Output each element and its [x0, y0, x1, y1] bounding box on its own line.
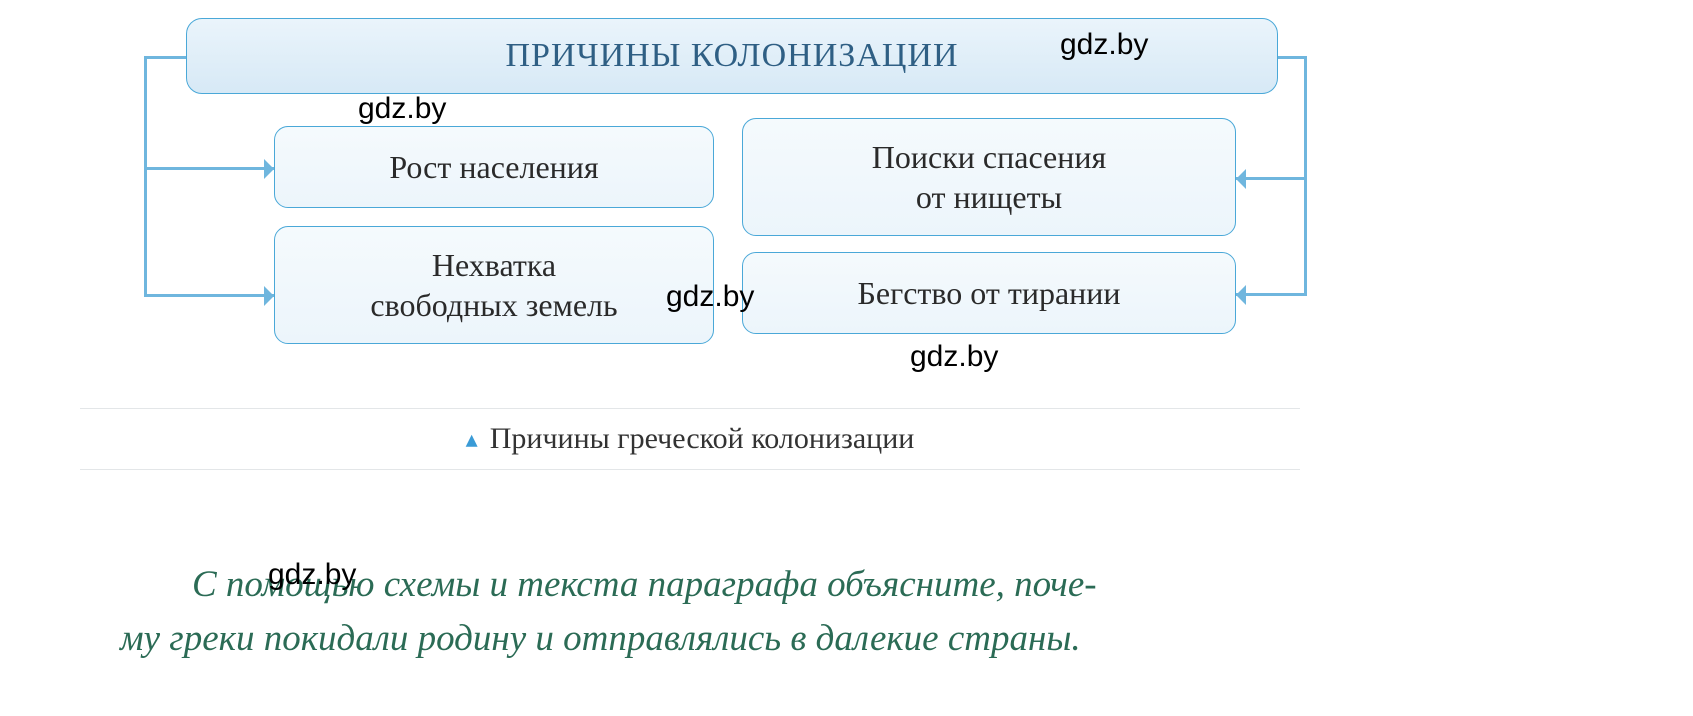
- watermark: gdz.by: [1060, 28, 1148, 62]
- arrowhead-icon: [264, 159, 274, 179]
- connector: [144, 56, 147, 297]
- connector: [1236, 177, 1304, 180]
- cause-box: Поиски спасения от нищеты: [742, 118, 1236, 236]
- task-line2: му греки покидали родину и отправлялись …: [120, 618, 1081, 659]
- watermark: gdz.by: [666, 280, 754, 314]
- task-line1: С помощью схемы и текста параграфа объяс…: [120, 564, 1097, 605]
- watermark: gdz.by: [910, 340, 998, 374]
- connector: [144, 56, 186, 59]
- figure-caption-row: ▴ Причины греческой колонизации: [80, 408, 1300, 470]
- figure-caption-text: Причины греческой колонизации: [490, 422, 915, 456]
- connector: [1278, 56, 1307, 59]
- connector: [1304, 56, 1307, 296]
- arrowhead-icon: [1236, 285, 1246, 305]
- cause-box: Рост населения: [274, 126, 714, 208]
- watermark: gdz.by: [268, 558, 356, 592]
- cause-line2: от нищеты: [916, 177, 1062, 217]
- connector: [144, 294, 274, 297]
- cause-line1: Нехватка: [432, 245, 556, 285]
- connector: [144, 167, 274, 170]
- watermark: gdz.by: [358, 92, 446, 126]
- cause-line2: свободных земель: [370, 285, 617, 325]
- cause-line1: Рост населения: [389, 147, 598, 187]
- cause-box: Нехватка свободных земель: [274, 226, 714, 344]
- caption-marker-icon: ▴: [466, 425, 478, 454]
- connector: [1236, 293, 1304, 296]
- diagram-title-text: ПРИЧИНЫ КОЛОНИЗАЦИИ: [505, 37, 958, 75]
- arrowhead-icon: [1236, 169, 1246, 189]
- cause-line1: Поиски спасения: [872, 137, 1106, 177]
- cause-box: Бегство от тирании: [742, 252, 1236, 334]
- arrowhead-icon: [264, 286, 274, 306]
- cause-line1: Бегство от тирании: [857, 273, 1120, 313]
